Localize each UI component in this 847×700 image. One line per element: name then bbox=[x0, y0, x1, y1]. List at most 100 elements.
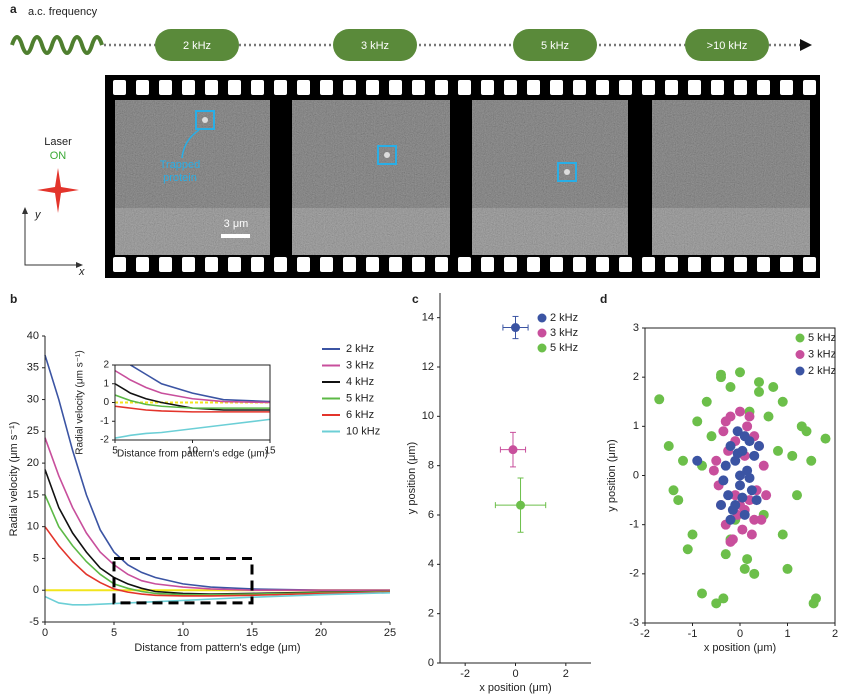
protein-marker bbox=[377, 145, 397, 165]
x-tick-label: 0 bbox=[737, 628, 743, 640]
y-tick-label: 40 bbox=[27, 330, 39, 342]
x-tick-label: 1 bbox=[784, 628, 790, 640]
sprocket-hole bbox=[780, 257, 793, 272]
sprocket-hole bbox=[366, 80, 379, 95]
sprocket-hole bbox=[136, 80, 149, 95]
sprocket-hole bbox=[343, 257, 356, 272]
y-axis-label: Radial velocity (μm s⁻¹) bbox=[8, 422, 20, 537]
x-tick-label: -2 bbox=[460, 668, 470, 680]
highlight-box bbox=[112, 556, 254, 605]
point bbox=[820, 433, 831, 444]
point bbox=[735, 480, 745, 491]
laser-icon bbox=[37, 168, 79, 213]
line bbox=[115, 405, 270, 413]
chart: 5 10 15 -2 -1 0 1 2 Distance from pattern's edge… bbox=[75, 350, 276, 459]
sprocket-hole bbox=[182, 80, 195, 95]
point bbox=[723, 490, 734, 501]
axis-line bbox=[439, 293, 591, 664]
point bbox=[777, 396, 788, 407]
point bbox=[735, 367, 745, 378]
x-tick-label: 2 bbox=[563, 668, 569, 680]
point bbox=[732, 448, 743, 459]
point bbox=[720, 549, 731, 560]
protein-marker bbox=[195, 110, 215, 130]
film-frames bbox=[113, 80, 816, 272]
point bbox=[777, 529, 788, 540]
sprocket-hole bbox=[596, 257, 609, 272]
sprocket-hole bbox=[320, 257, 333, 272]
point bbox=[787, 450, 798, 461]
point bbox=[792, 490, 802, 501]
legend-label: 3 kHz bbox=[808, 348, 836, 360]
legend-label: 3 kHz bbox=[550, 327, 578, 339]
legend-label: 2 kHz bbox=[346, 343, 374, 355]
sprocket-hole bbox=[573, 257, 586, 272]
y-tick-label: 0 bbox=[33, 584, 39, 596]
point bbox=[754, 377, 764, 388]
y-tick-label: 5 bbox=[33, 552, 39, 564]
y-tick-label: 4 bbox=[428, 558, 434, 570]
point bbox=[742, 421, 753, 432]
legend-label: 5 kHz bbox=[808, 332, 836, 344]
point bbox=[718, 593, 729, 604]
line bbox=[44, 494, 391, 596]
axes-icon bbox=[24, 212, 78, 266]
sprocket-hole bbox=[343, 80, 356, 95]
y-tick-label: 3 bbox=[633, 322, 639, 334]
point bbox=[756, 514, 767, 525]
point bbox=[687, 529, 698, 540]
point bbox=[725, 441, 736, 451]
sprocket-hole bbox=[642, 257, 655, 272]
sprocket-hole bbox=[205, 257, 218, 272]
sprocket-hole bbox=[435, 257, 448, 272]
point bbox=[751, 495, 762, 506]
x-axis-label: x position (μm) bbox=[704, 642, 776, 654]
line bbox=[115, 418, 270, 439]
y-tick-label: 6 bbox=[428, 509, 434, 521]
point bbox=[697, 588, 707, 599]
annotation: Trapped bbox=[160, 159, 201, 171]
plot-area bbox=[494, 315, 547, 533]
line bbox=[129, 365, 270, 403]
legend-label: 6 kHz bbox=[346, 409, 374, 421]
frequency-label: 5 kHz bbox=[541, 40, 569, 52]
point bbox=[754, 441, 764, 451]
point bbox=[754, 386, 764, 397]
sprocket-hole bbox=[228, 80, 241, 95]
y-tick-label: -2 bbox=[100, 435, 109, 446]
legend-swatch bbox=[795, 333, 805, 343]
panel-label: d bbox=[600, 292, 607, 306]
point bbox=[718, 426, 729, 437]
point bbox=[749, 568, 760, 579]
sprocket-hole bbox=[803, 80, 816, 95]
line bbox=[44, 591, 391, 606]
y-axis-label: y position (μm) bbox=[606, 439, 618, 511]
point bbox=[725, 514, 736, 525]
sprocket-hole bbox=[113, 80, 126, 95]
sprocket-hole bbox=[481, 80, 494, 95]
sprocket-hole bbox=[412, 257, 425, 272]
protein bbox=[202, 117, 208, 123]
y-tick-label: 1 bbox=[103, 378, 109, 389]
point bbox=[744, 411, 755, 422]
point bbox=[701, 396, 712, 407]
sprocket-hole bbox=[619, 80, 632, 95]
point bbox=[668, 485, 679, 496]
x-axis-label: Distance from pattern's edge (μm) bbox=[134, 642, 300, 654]
x-tick-label: 15 bbox=[264, 446, 276, 457]
frequency-label: 3 kHz bbox=[361, 40, 389, 52]
point bbox=[511, 323, 520, 333]
y-tick-label: 25 bbox=[27, 425, 39, 437]
sprocket-hole bbox=[435, 80, 448, 95]
legend-label: 4 kHz bbox=[346, 376, 374, 388]
line bbox=[115, 394, 270, 409]
legend-swatch bbox=[537, 313, 547, 323]
point bbox=[725, 536, 736, 547]
y-tick-label: -5 bbox=[29, 616, 39, 628]
point bbox=[730, 500, 741, 510]
point bbox=[508, 445, 518, 455]
line bbox=[115, 383, 270, 411]
sprocket-hole bbox=[803, 257, 816, 272]
point bbox=[716, 500, 726, 510]
x-tick-label: 2 bbox=[832, 628, 838, 640]
